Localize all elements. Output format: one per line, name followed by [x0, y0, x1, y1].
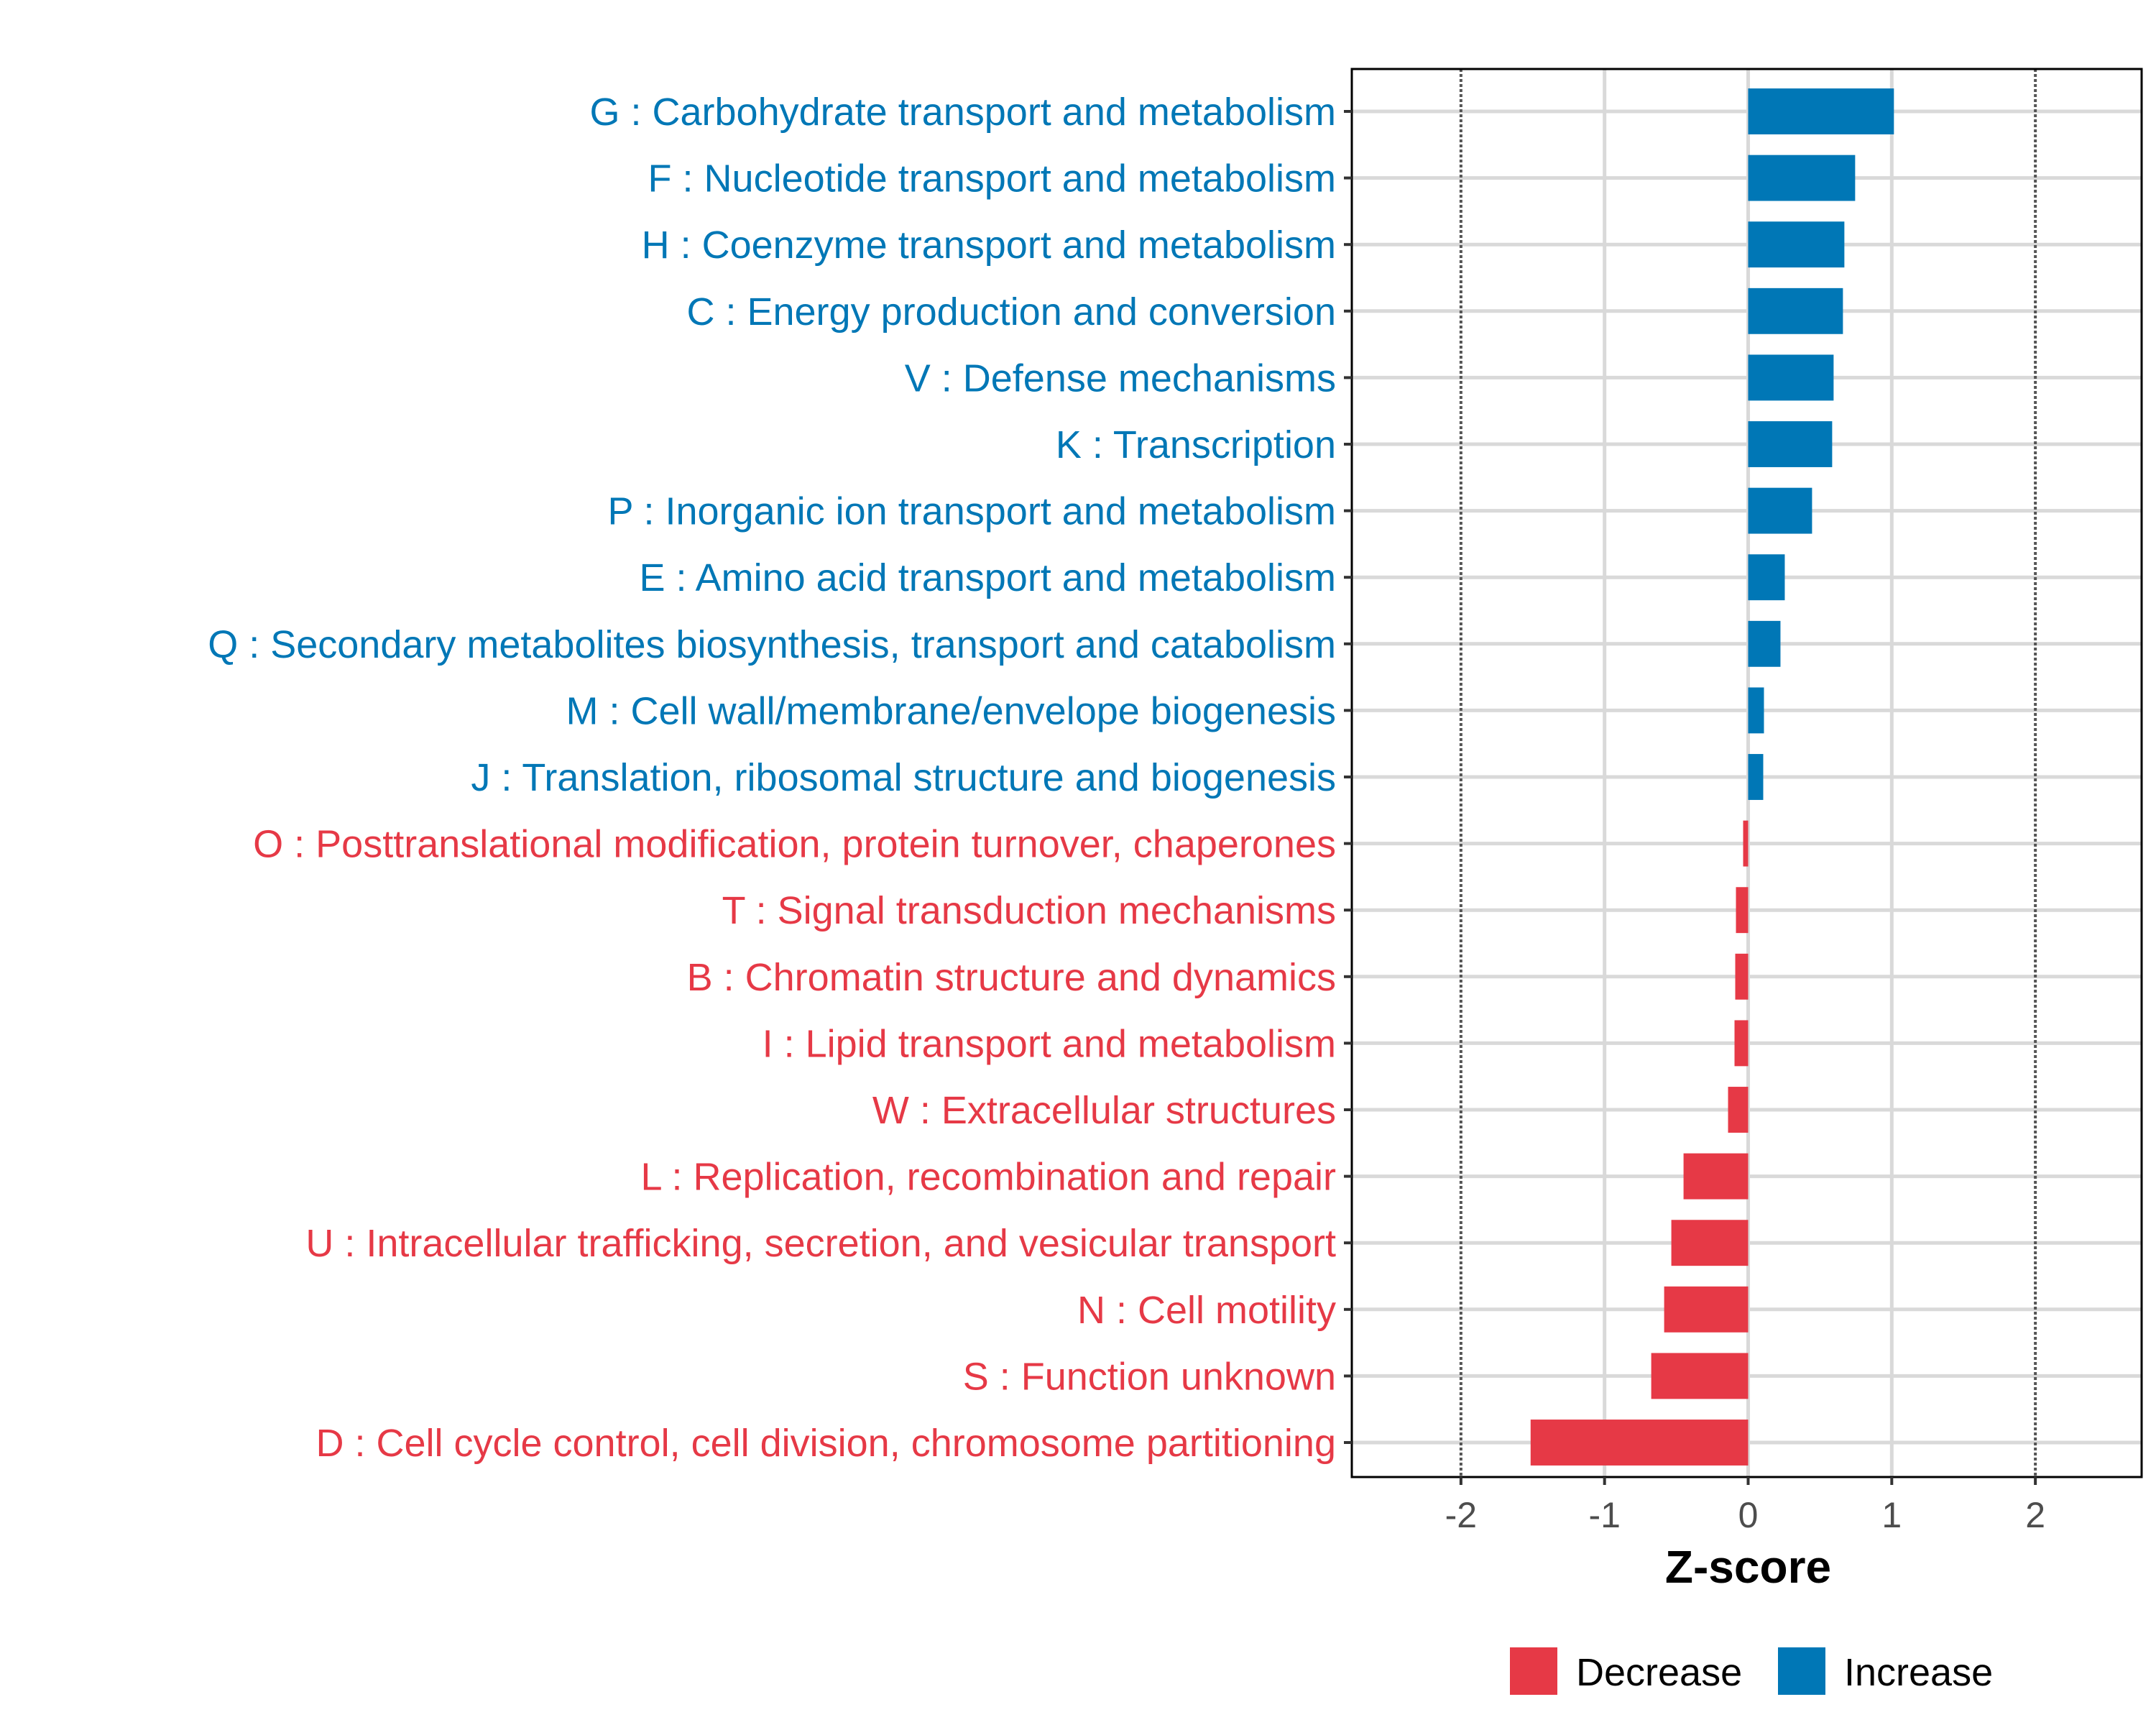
y-axis-labels: G : Carbohydrate transport and metabolis…	[208, 91, 1336, 1465]
category-label: I : Lipid transport and metabolism	[763, 1022, 1336, 1065]
bar	[1728, 1087, 1749, 1133]
bar	[1734, 1020, 1749, 1067]
legend-swatch-increase	[1778, 1647, 1825, 1695]
category-label: H : Coenzyme transport and metabolism	[642, 224, 1336, 267]
bar	[1683, 1153, 1749, 1200]
category-label: E : Amino acid transport and metabolism	[640, 556, 1336, 599]
category-label: K : Transcription	[1056, 423, 1336, 466]
x-tick-label: 1	[1881, 1495, 1902, 1535]
category-label: O : Posttranslational modification, prot…	[253, 823, 1336, 866]
bar	[1735, 953, 1749, 1000]
category-label: S : Function unknown	[963, 1355, 1336, 1398]
bar	[1748, 221, 1845, 268]
bar	[1748, 487, 1812, 534]
bar	[1664, 1286, 1749, 1333]
category-label: J : Translation, ribosomal structure and…	[471, 756, 1336, 799]
category-label: U : Intracellular trafficking, secretion…	[305, 1222, 1336, 1265]
y-axis-ticks	[1344, 110, 1352, 1444]
x-axis-labels: -2 -1 0 1 2	[1445, 1495, 2045, 1535]
x-axis-ticks	[1459, 1477, 2037, 1485]
category-label: Q : Secondary metabolites biosynthesis, …	[208, 623, 1336, 666]
category-label: L : Replication, recombination and repai…	[640, 1156, 1336, 1199]
x-tick-label: 0	[1738, 1495, 1759, 1535]
x-tick-label: -2	[1445, 1495, 1477, 1535]
bar	[1748, 421, 1833, 467]
category-label: V : Defense mechanisms	[905, 356, 1336, 400]
category-label: F : Nucleotide transport and metabolism	[648, 157, 1336, 201]
bar	[1748, 88, 1894, 134]
bar	[1736, 887, 1749, 934]
bar	[1651, 1353, 1749, 1399]
category-label: B : Chromatin structure and dynamics	[687, 956, 1336, 999]
category-label: P : Inorganic ion transport and metaboli…	[607, 490, 1336, 533]
legend-label-increase: Increase	[1844, 1651, 1993, 1694]
bar	[1748, 155, 1856, 201]
bar	[1748, 554, 1785, 601]
bar	[1671, 1220, 1749, 1266]
bar	[1748, 354, 1834, 401]
category-label: W : Extracellular structures	[872, 1089, 1336, 1132]
category-label: M : Cell wall/membrane/envelope biogenes…	[566, 689, 1336, 732]
legend: Decrease Increase	[1510, 1647, 1993, 1695]
bar	[1748, 687, 1764, 734]
x-axis-title: Z-score	[1665, 1541, 1831, 1593]
category-label: G : Carbohydrate transport and metabolis…	[590, 91, 1337, 134]
bar	[1748, 754, 1764, 800]
category-label: C : Energy production and conversion	[686, 290, 1336, 334]
bar	[1743, 820, 1749, 867]
legend-swatch-decrease	[1510, 1647, 1557, 1695]
reference-lines	[1459, 69, 2037, 1477]
bars	[1530, 88, 1894, 1466]
x-tick-label: -1	[1588, 1495, 1620, 1535]
x-tick-label: 2	[2025, 1495, 2045, 1535]
legend-label-decrease: Decrease	[1576, 1651, 1742, 1694]
bar	[1748, 620, 1781, 667]
bar	[1530, 1420, 1749, 1466]
category-label: T : Signal transduction mechanisms	[722, 889, 1336, 932]
category-label: D : Cell cycle control, cell division, c…	[315, 1422, 1336, 1465]
category-label: N : Cell motility	[1077, 1289, 1336, 1332]
bar	[1748, 288, 1843, 334]
